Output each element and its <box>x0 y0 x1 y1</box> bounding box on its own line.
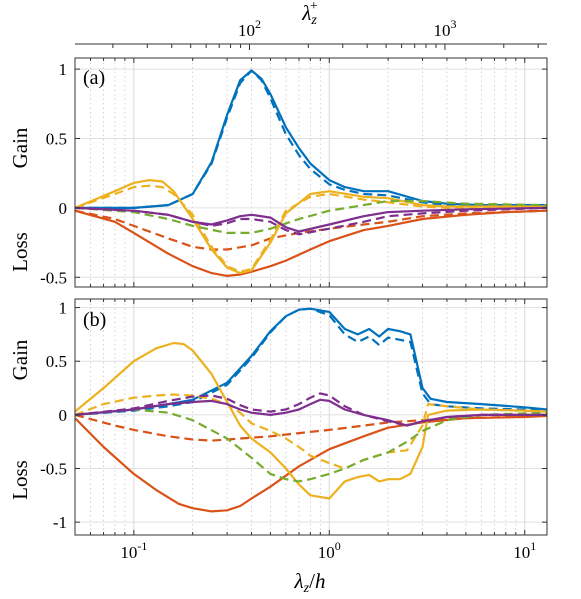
y-tick-label: 1 <box>59 299 68 318</box>
top-tick-label-100: 102 <box>238 17 261 40</box>
panel-a-series <box>74 69 548 277</box>
y-tick-label: 1 <box>59 60 68 79</box>
panel-a-gain-label: Gain <box>8 127 32 168</box>
panel-b-loss-label: Loss <box>8 460 32 500</box>
series-line <box>74 179 547 275</box>
series-line <box>74 199 548 234</box>
y-tick-label: -0.5 <box>40 459 67 478</box>
panel-b-xticks <box>74 299 526 535</box>
panel-b-gain-label: Gain <box>8 339 32 380</box>
panel-a-frame <box>74 57 548 288</box>
y-tick-label: 0 <box>59 199 68 218</box>
bottom-tick-label-10: 101 <box>513 539 536 562</box>
bottom-tick-label-0.1: 10-1 <box>120 539 147 562</box>
series-line <box>74 206 548 233</box>
bottom-axis: 10-1 100 101 λz/h <box>120 539 536 596</box>
top-tick-label-1000: 103 <box>433 17 456 40</box>
series-line <box>75 69 547 209</box>
panel-b: 1 0.5 0 -0.5 -1 (b) Gain Loss <box>8 298 548 536</box>
series-line <box>74 392 547 427</box>
panel-a-xticks <box>74 58 526 287</box>
series-line <box>74 408 548 483</box>
series-line <box>74 341 548 500</box>
series-line <box>74 413 548 442</box>
panel-b-frame <box>74 298 548 536</box>
panel-b-yticks: 1 0.5 0 -0.5 -1 <box>40 299 547 532</box>
panel-a-plot-area <box>75 58 547 287</box>
y-tick-label: -1 <box>53 513 67 532</box>
panel-a: 1 0.5 0 -0.5 (a) Gain Loss <box>8 57 548 288</box>
series-line <box>74 307 548 416</box>
panel-b-series <box>74 307 548 513</box>
series-line <box>74 209 548 277</box>
y-tick-label: 0 <box>59 406 68 425</box>
panel-a-label: (a) <box>83 67 105 89</box>
series-line <box>74 206 548 236</box>
panel-a-grid <box>74 58 547 287</box>
panel-b-label: (b) <box>83 309 106 331</box>
top-axis-title: λz+ <box>301 0 318 28</box>
series-line <box>74 184 547 273</box>
series-line <box>74 393 548 470</box>
y-tick-label: 0.5 <box>46 352 67 371</box>
y-tick-label: 0.5 <box>46 129 67 148</box>
y-tick-label: -0.5 <box>40 268 67 287</box>
bottom-tick-label-1: 100 <box>318 539 341 562</box>
top-ticks <box>112 44 539 50</box>
bottom-axis-title: λz/h <box>294 569 326 596</box>
panel-a-loss-label: Loss <box>8 232 32 272</box>
top-axis: λz+ 102 103 <box>75 0 547 50</box>
panel-a-yticks: 1 0.5 0 -0.5 <box>40 60 547 287</box>
